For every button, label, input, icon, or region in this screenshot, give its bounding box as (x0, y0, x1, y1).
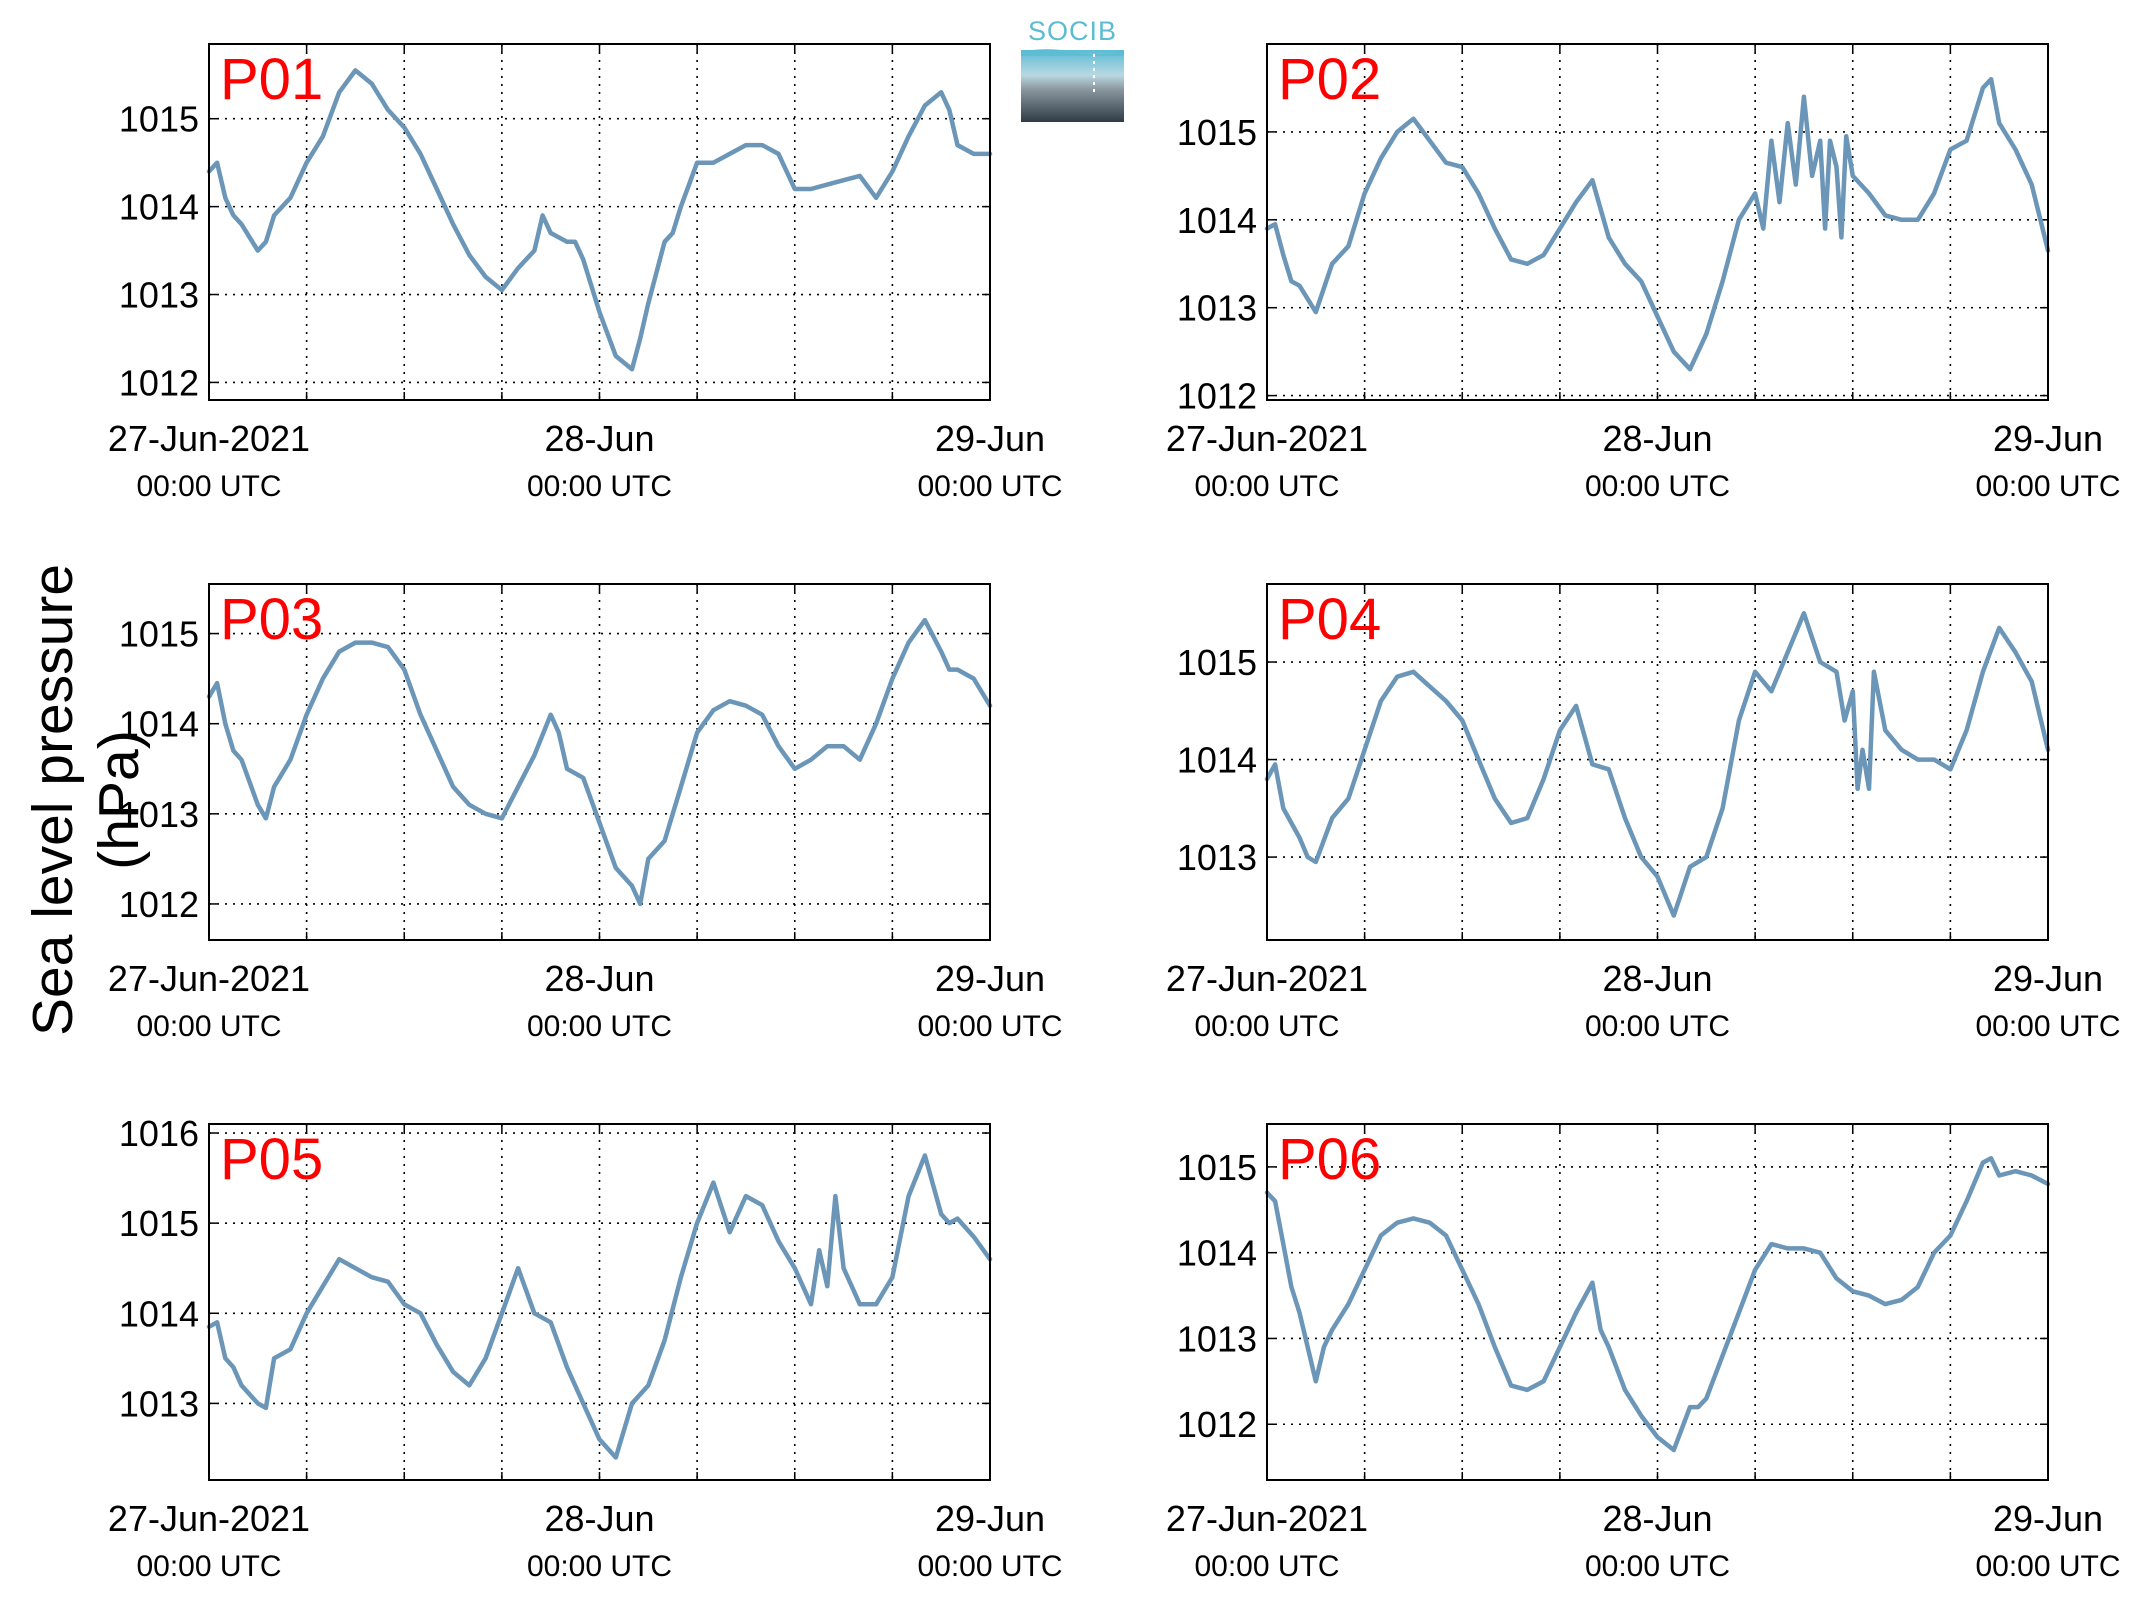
panel-p06: 1012 1013 1014 1015 27-Jun-2021 00:00 UTC 28-J… (1166, 1123, 2121, 1583)
x-tick-label-date: 27-Jun-2021 (108, 418, 310, 459)
station-label: P04 (1278, 587, 1381, 652)
x-tick-label-date: 29-Jun (935, 958, 1045, 999)
y-tick-label: 1012 (1177, 376, 1257, 417)
x-tick-label-date: 27-Jun-2021 (1166, 1498, 1368, 1539)
station-label: P01 (220, 47, 323, 112)
x-tick-label-date: 29-Jun (1993, 418, 2103, 459)
x-tick-label-time: 00:00 UTC (1585, 1550, 1730, 1583)
x-tick-label-time: 00:00 UTC (1975, 1010, 2120, 1043)
station-label: P02 (1278, 47, 1381, 112)
pressure-line-p02 (1264, 76, 2051, 372)
x-tick-label-time: 00:00 UTC (136, 1550, 281, 1583)
y-tick-label: 1016 (119, 1113, 199, 1154)
y-tick-label: 1012 (119, 362, 199, 403)
x-tick-label-time: 00:00 UTC (917, 470, 1062, 503)
socib-logo: SOCIB (1021, 16, 1124, 122)
y-tick-label: 1015 (119, 614, 199, 655)
y-tick-label: 1013 (119, 794, 199, 835)
pressure-line-p04 (1264, 611, 2051, 918)
x-tick-label-time: 00:00 UTC (527, 470, 672, 503)
x-tick-label-time: 00:00 UTC (1585, 470, 1730, 503)
x-tick-label-date: 28-Jun (544, 958, 654, 999)
y-tick-label: 1012 (1177, 1404, 1257, 1445)
x-tick-label-time: 00:00 UTC (136, 470, 281, 503)
pressure-line-p01 (206, 68, 993, 372)
x-tick-label-time: 00:00 UTC (917, 1010, 1062, 1043)
station-label: P06 (1278, 1127, 1381, 1192)
y-tick-label: 1015 (119, 99, 199, 140)
y-tick-label: 1014 (119, 704, 199, 745)
y-tick-label: 1014 (119, 1293, 199, 1334)
x-tick-label-date: 27-Jun-2021 (108, 1498, 310, 1539)
y-axis-label: Sea level pressure (hPa) (21, 563, 151, 1037)
y-tick-label: 1014 (119, 187, 199, 228)
panel-p04: 1013 1014 1015 27-Jun-2021 00:00 UTC 28-Jun 00… (1166, 583, 2121, 1043)
logo-text: SOCIB (1027, 16, 1118, 46)
x-tick-label-time: 00:00 UTC (1194, 1550, 1339, 1583)
x-tick-label-time: 00:00 UTC (1585, 1010, 1730, 1043)
y-tick-label: 1013 (1177, 288, 1257, 329)
x-tick-label-time: 00:00 UTC (1194, 1010, 1339, 1043)
panel-p03: 1012 1013 1014 1015 27-Jun-2021 00:00 UTC 28-J… (108, 583, 1063, 1043)
x-tick-label-time: 00:00 UTC (1194, 470, 1339, 503)
x-tick-label-date: 28-Jun (1602, 958, 1712, 999)
panel-p02: 1012 1013 1014 1015 27-Jun-2021 00:00 UTC 28-J… (1166, 43, 2121, 503)
y-tick-label: 1013 (1177, 1318, 1257, 1359)
x-tick-label-time: 00:00 UTC (527, 1550, 672, 1583)
y-tick-label: 1015 (1177, 1147, 1257, 1188)
y-tick-label: 1015 (1177, 112, 1257, 153)
axes-frame (1266, 43, 2049, 401)
x-tick-label-date: 27-Jun-2021 (108, 958, 310, 999)
y-tick-label: 1013 (119, 1383, 199, 1424)
station-label: P05 (220, 1127, 323, 1192)
y-tick-label: 1014 (1177, 1233, 1257, 1274)
x-tick-label-time: 00:00 UTC (1975, 470, 2120, 503)
panel-p01: 1012 1013 1014 1015 27-Jun-2021 00:00 UTC 28-J… (108, 43, 1063, 503)
y-tick-label: 1015 (119, 1203, 199, 1244)
y-tick-label: 1012 (119, 884, 199, 925)
pressure-line-p03 (206, 617, 993, 907)
x-tick-label-date: 27-Jun-2021 (1166, 418, 1368, 459)
x-tick-label-date: 27-Jun-2021 (1166, 958, 1368, 999)
x-tick-label-date: 29-Jun (1993, 1498, 2103, 1539)
y-tick-label: 1013 (119, 275, 199, 316)
x-tick-label-time: 00:00 UTC (527, 1010, 672, 1043)
axes-frame (208, 1123, 991, 1481)
axes-frame (208, 583, 991, 941)
x-tick-label-date: 29-Jun (1993, 958, 2103, 999)
y-tick-label: 1014 (1177, 740, 1257, 781)
axes-frame (208, 43, 991, 401)
y-tick-label: 1015 (1177, 642, 1257, 683)
x-tick-label-date: 29-Jun (935, 1498, 1045, 1539)
x-tick-label-time: 00:00 UTC (1975, 1550, 2120, 1583)
x-tick-label-date: 28-Jun (544, 1498, 654, 1539)
pressure-line-p05 (206, 1153, 993, 1460)
x-tick-label-date: 28-Jun (1602, 418, 1712, 459)
x-tick-label-date: 28-Jun (544, 418, 654, 459)
x-tick-label-date: 28-Jun (1602, 1498, 1712, 1539)
x-tick-label-time: 00:00 UTC (136, 1010, 281, 1043)
station-label: P03 (220, 587, 323, 652)
y-tick-label: 1014 (1177, 200, 1257, 241)
panel-p05: 1013 1014 1015 1016 27-Jun-2021 00:00 UTC 28-J… (108, 1113, 1063, 1583)
x-tick-label-time: 00:00 UTC (917, 1550, 1062, 1583)
x-tick-label-date: 29-Jun (935, 418, 1045, 459)
axes-frame (1266, 583, 2049, 941)
y-tick-label: 1013 (1177, 837, 1257, 878)
axes-frame (1266, 1123, 2049, 1481)
pressure-line-p06 (1264, 1156, 2051, 1453)
